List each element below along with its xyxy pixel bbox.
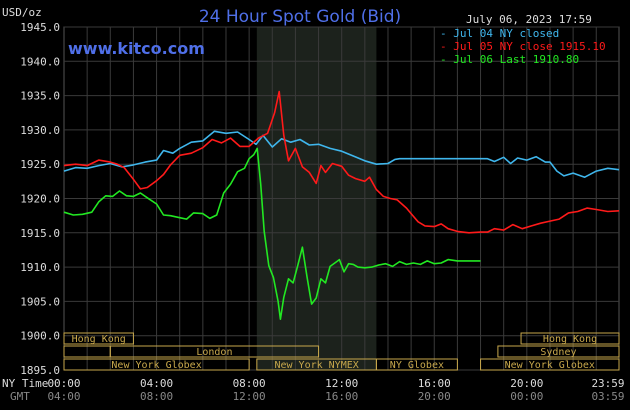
website-url[interactable]: www.kitco.com (68, 39, 205, 58)
session-label: Hong Kong (72, 334, 126, 345)
session-bar (63, 332, 134, 345)
x-tick-label-ny: 20:00 (510, 377, 543, 390)
x-tick-label-ny: 12:00 (325, 377, 358, 390)
session-bar (520, 332, 620, 345)
session-bar (375, 358, 458, 371)
session-label: NY Globex (390, 360, 444, 371)
x-tick-label-ny: 16:00 (418, 377, 451, 390)
session-bar (497, 345, 620, 358)
y-tick-label: 1935.0 (20, 90, 60, 103)
series-line-2 (63, 90, 620, 234)
gmt-label: GMT (10, 390, 30, 403)
session-bar (480, 358, 620, 371)
session-label: New York NYMEX (274, 360, 358, 371)
x-tick-label-gmt: 04:00 (47, 390, 80, 403)
legend: - Jul 04 NY closed - Jul 05 NY close 191… (440, 27, 606, 66)
series-line-1 (63, 130, 620, 178)
y-tick-label: 1900.0 (20, 330, 60, 343)
unit-label: USD/oz (2, 6, 42, 19)
y-tick-label: 1905.0 (20, 295, 60, 308)
y-tick-label: 1930.0 (20, 124, 60, 137)
x-tick-labels: 00:0004:0004:0008:0008:0012:0012:0016:00… (47, 377, 624, 403)
y-tick-label: 1945.0 (20, 21, 60, 34)
y-tick-label: 1915.0 (20, 227, 60, 240)
session-label: London (196, 347, 232, 358)
x-tick-label-gmt: 08:00 (140, 390, 173, 403)
session-label: New York Globex (505, 360, 595, 371)
session-label: Sydney (540, 347, 576, 358)
y-tick-labels: 1895.0 1900.0 1905.0 1910.0 1915.0 1920.0 1925… (20, 21, 60, 377)
series-line-3 (63, 147, 481, 320)
session-bar (63, 345, 111, 358)
y-tick-label: 1920.0 (20, 193, 60, 206)
x-tick-label-gmt: 16:00 (325, 390, 358, 403)
x-tick-label-ny: 04:00 (140, 377, 173, 390)
session-label: Hong Kong (543, 334, 597, 345)
session-label: New York Globex (111, 360, 201, 371)
x-tick-label-gmt: 12:00 (233, 390, 266, 403)
ny-time-label: NY Time (2, 377, 48, 390)
legend-item-jul04: - Jul 04 NY closed (440, 27, 559, 40)
timestamp: July 06, 2023 17:59 (466, 13, 592, 26)
y-tick-label: 1925.0 (20, 158, 60, 171)
session-layer: Hong Kong Hong Kong Sydney London New York G… (63, 332, 620, 371)
x-tick-label-gmt: 00:00 (510, 390, 543, 403)
y-tick-label: 1895.0 (20, 364, 60, 377)
x-tick-label-gmt: 20:00 (418, 390, 451, 403)
y-tick-label: 1910.0 (20, 261, 60, 274)
legend-item-jul06: - Jul 06 Last 1910.80 (440, 53, 579, 66)
x-tick-label-ny: 08:00 (233, 377, 266, 390)
series-layer (63, 90, 620, 320)
chart-title: 24 Hour Spot Gold (Bid) (199, 7, 401, 27)
legend-item-jul05: - Jul 05 NY close 1915.10 (440, 40, 606, 53)
session-bar (63, 358, 250, 371)
x-tick-label-ny: 23:59 (591, 377, 624, 390)
x-tick-label-ny: 00:00 (47, 377, 80, 390)
x-tick-label-gmt: 03:59 (591, 390, 624, 403)
y-tick-label: 1940.0 (20, 55, 60, 68)
